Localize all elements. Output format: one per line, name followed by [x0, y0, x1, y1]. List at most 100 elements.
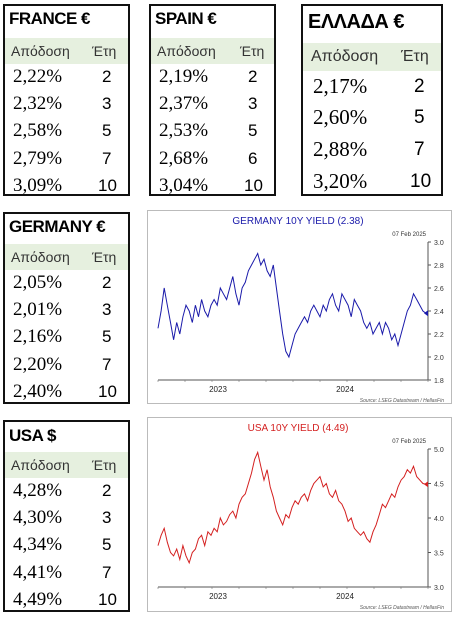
- y-tick-label: 2.6: [434, 286, 444, 293]
- years-value: 5: [102, 327, 112, 346]
- usa-yield-chart: USA 10Y YIELD (4.49) 07 Feb 2025 5.0 4.5 4.0…: [147, 417, 452, 612]
- yield-value: 2,88%: [313, 137, 368, 161]
- france-panel: FRANCE € Απόδοση Έτη 2,22% 2 2,32% 3 2,58%…: [3, 4, 130, 196]
- chart-source: Source: LSEG Datastream / HellasFin: [360, 398, 444, 403]
- chart-date: 07 Feb 2025: [392, 232, 426, 238]
- chart-date: 07 Feb 2025: [392, 439, 426, 445]
- y-tick-label: 3.5: [434, 551, 444, 558]
- yield-value: 3,04%: [159, 175, 209, 196]
- years-value: 3: [102, 94, 112, 113]
- years-value: 2: [248, 67, 258, 86]
- years-value: 10: [98, 382, 117, 401]
- germany-yield-chart-svg: GERMANY 10Y YIELD (2.38) 07 Feb 2025 3.0 2.…: [157, 216, 444, 403]
- years-value: 5: [102, 121, 112, 140]
- years-header: Έτη: [92, 249, 117, 265]
- yield-value: 2,68%: [159, 148, 209, 169]
- years-value: 3: [248, 94, 258, 113]
- y-tick-label: 2.4: [434, 309, 444, 316]
- y-tick-label: 2.2: [434, 332, 444, 339]
- yield-value: 4,49%: [13, 589, 63, 610]
- years-value: 10: [410, 171, 432, 192]
- years-value: 10: [98, 176, 117, 195]
- years-value: 3: [102, 508, 112, 527]
- years-value: 3: [102, 300, 112, 319]
- spain-title: SPAIN €: [155, 9, 217, 28]
- germany-yield-chart: GERMANY 10Y YIELD (2.38) 07 Feb 2025 3.0 2.…: [147, 210, 452, 404]
- years-header: Έτη: [401, 48, 429, 65]
- greece-title: ΕΛΛΑΔΑ €: [308, 11, 404, 33]
- yield-value: 2,19%: [159, 66, 209, 87]
- years-value: 7: [102, 355, 112, 374]
- series-line: [157, 252, 427, 359]
- yield-value: 2,53%: [159, 120, 209, 141]
- france-header: Απόδοση Έτη: [5, 38, 128, 64]
- x-tick-label: 2023: [209, 592, 227, 601]
- yield-header: Απόδοση: [11, 249, 70, 265]
- yield-value: 2,16%: [13, 326, 63, 347]
- greece-panel: ΕΛΛΑΔΑ € Απόδοση Έτη 2,17% 2 2,60% 5 2,88%…: [301, 4, 443, 196]
- yield-value: 4,41%: [13, 562, 63, 583]
- years-header: Έτη: [240, 43, 265, 59]
- yield-value: 2,58%: [13, 120, 63, 141]
- x-tick-label: 2023: [209, 385, 227, 394]
- chart-title: GERMANY 10Y YIELD (2.38): [232, 216, 363, 227]
- last-value-marker: [424, 481, 428, 488]
- years-header: Έτη: [92, 457, 117, 473]
- spain-header: Απόδοση Έτη: [151, 38, 274, 64]
- yield-header: Απόδοση: [311, 48, 379, 65]
- yield-value: 4,28%: [13, 480, 63, 501]
- years-value: 2: [102, 67, 112, 86]
- france-title: FRANCE €: [9, 9, 91, 28]
- years-value: 5: [414, 107, 425, 128]
- chart-title: USA 10Y YIELD (4.49): [248, 423, 349, 434]
- y-tick-label: 3.0: [434, 240, 444, 247]
- usa-panel: USA $ Απόδοση Έτη 4,28% 2 4,30% 3 4,34% 5 4…: [3, 420, 130, 612]
- yield-value: 2,01%: [13, 299, 63, 320]
- years-value: 7: [102, 563, 112, 582]
- series-line: [157, 450, 427, 565]
- yield-value: 3,09%: [13, 175, 63, 196]
- yield-value: 2,37%: [159, 93, 209, 114]
- y-tick-label: 1.8: [434, 378, 444, 385]
- yield-value: 2,40%: [13, 381, 63, 402]
- yield-header: Απόδοση: [11, 43, 70, 59]
- years-value: 7: [414, 139, 425, 160]
- spain-panel: SPAIN € Απόδοση Έτη 2,19% 2 2,37% 3 2,53% 5…: [149, 4, 276, 196]
- years-value: 2: [102, 273, 112, 292]
- yield-value: 2,20%: [13, 354, 63, 375]
- yield-header: Απόδοση: [11, 457, 70, 473]
- years-value: 5: [102, 535, 112, 554]
- yield-value: 2,05%: [13, 272, 63, 293]
- greece-header: Απόδοση Έτη: [303, 43, 441, 71]
- y-tick-label: 2.8: [434, 263, 444, 270]
- yield-value: 2,60%: [313, 105, 368, 129]
- last-value-marker: [424, 310, 428, 317]
- years-value: 6: [248, 149, 258, 168]
- years-value: 2: [102, 481, 112, 500]
- years-value: 10: [244, 176, 263, 195]
- x-tick-label: 2024: [336, 592, 354, 601]
- germany-panel: GERMANY € Απόδοση Έτη 2,05% 2 2,01% 3 2,16…: [3, 212, 130, 404]
- usa-header: Απόδοση Έτη: [5, 452, 128, 478]
- usa-yield-chart-svg: USA 10Y YIELD (4.49) 07 Feb 2025 5.0 4.5 4.0…: [157, 423, 444, 611]
- years-value: 2: [414, 76, 425, 97]
- yield-value: 2,22%: [13, 66, 63, 87]
- years-value: 7: [102, 149, 112, 168]
- y-tick-label: 3.0: [434, 585, 444, 592]
- x-tick-label: 2024: [336, 385, 354, 394]
- years-value: 5: [248, 121, 258, 140]
- yield-value: 2,79%: [13, 148, 63, 169]
- years-header: Έτη: [92, 43, 117, 59]
- yield-header: Απόδοση: [157, 43, 216, 59]
- yield-value: 2,32%: [13, 93, 63, 114]
- chart-source: Source: LSEG Datastream / HellasFin: [360, 605, 444, 611]
- yield-value: 4,30%: [13, 507, 63, 528]
- y-tick-label: 5.0: [434, 447, 444, 454]
- y-tick-label: 2.0: [434, 355, 444, 362]
- germany-title: GERMANY €: [9, 217, 106, 236]
- usa-title: USA $: [9, 426, 56, 445]
- yield-value: 4,34%: [13, 534, 63, 555]
- yield-value: 3,20%: [313, 169, 368, 193]
- germany-header: Απόδοση Έτη: [5, 244, 128, 270]
- yield-value: 2,17%: [313, 74, 368, 98]
